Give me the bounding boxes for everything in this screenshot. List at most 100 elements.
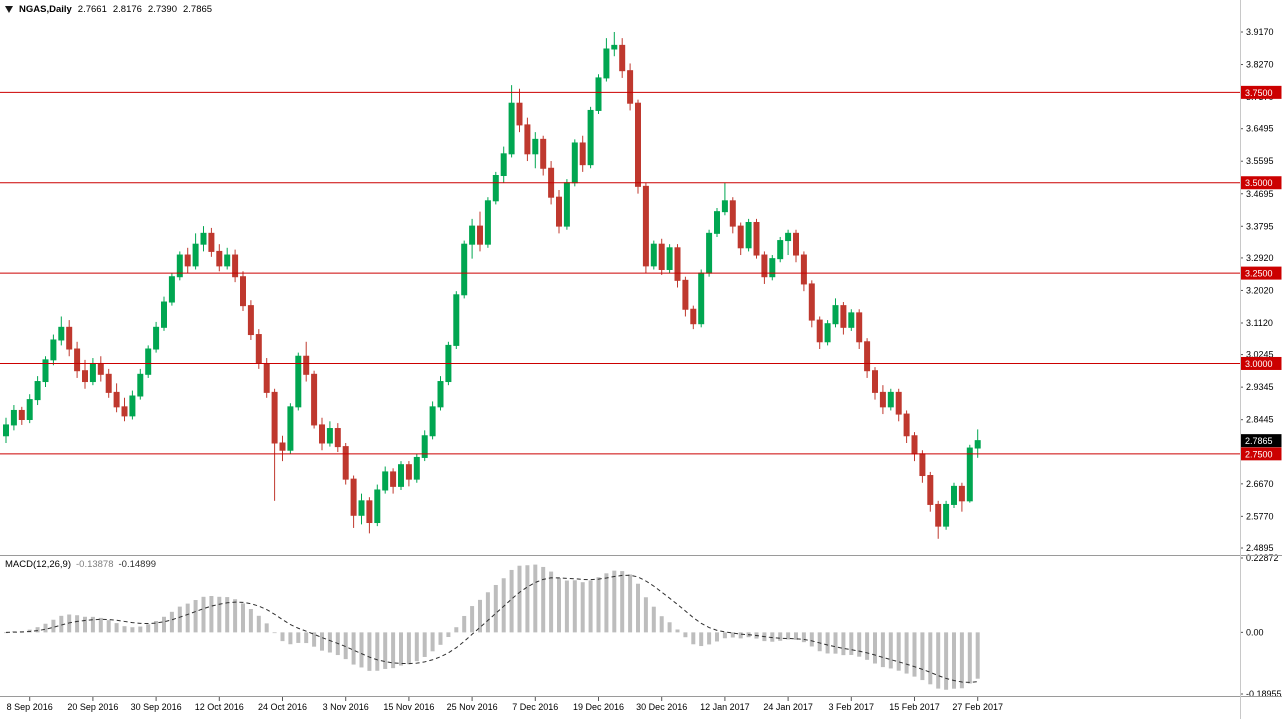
- macd-histogram-bar: [849, 632, 854, 655]
- price-level-badge: 2.7500: [1240, 447, 1282, 461]
- candle-body: [382, 471, 389, 491]
- time-axis[interactable]: 8 Sep 2016 20 Sep 2016 30 Sep 2016 12 Oct 2…: [7, 697, 1003, 712]
- candle-body: [429, 406, 436, 437]
- price-axis-label: 3.1120: [1246, 318, 1273, 328]
- macd-histogram-bar: [51, 619, 56, 633]
- macd-histogram-bar: [912, 632, 917, 677]
- macd-axis-label: -0.18955: [1246, 689, 1282, 699]
- candle-body: [453, 294, 460, 346]
- macd-histogram-bar: [359, 632, 364, 668]
- macd-histogram-bar: [320, 632, 324, 651]
- macd-histogram-bar: [707, 632, 712, 645]
- candle-body: [311, 373, 318, 426]
- macd-histogram-bar: [936, 632, 941, 689]
- macd-signal-value: -0.14899: [118, 559, 157, 570]
- macd-histogram-bar: [975, 632, 980, 679]
- candle-body: [350, 478, 357, 516]
- macd-histogram-bar: [825, 632, 830, 654]
- macd-histogram-bar: [217, 596, 222, 633]
- macd-histogram-bar: [470, 606, 475, 633]
- macd-histogram-bar: [651, 606, 656, 633]
- macd-histogram-bar: [659, 616, 664, 633]
- candle-body: [816, 319, 823, 343]
- macd-histogram-bar: [59, 615, 64, 633]
- macd-histogram-bar: [83, 616, 87, 633]
- macd-histogram-bar: [375, 632, 380, 671]
- price-pane[interactable]: [0, 32, 1240, 539]
- candle-body: [943, 503, 950, 527]
- time-axis-label: 3 Feb 2017: [829, 702, 875, 712]
- candle-body: [208, 232, 215, 252]
- candle-body: [358, 500, 365, 516]
- candle-body: [326, 428, 333, 444]
- time-axis-label: 25 Nov 2016: [447, 702, 498, 712]
- macd-histogram-bar: [857, 632, 862, 657]
- candle-body: [595, 77, 602, 111]
- macd-histogram-bar: [304, 632, 309, 644]
- macd-histogram-bar: [817, 632, 822, 652]
- svg-text:3.7500: 3.7500: [1245, 88, 1273, 98]
- macd-histogram-bar: [794, 632, 798, 640]
- macd-histogram-bar: [738, 632, 743, 639]
- macd-histogram-bar: [122, 626, 127, 633]
- macd-histogram-bar: [596, 577, 601, 633]
- macd-histogram-bar: [604, 573, 609, 633]
- price-axis-label: 3.9170: [1246, 27, 1274, 37]
- macd-histogram-bar: [722, 632, 727, 639]
- macd-histogram-bar: [43, 623, 48, 633]
- candle-body: [785, 232, 792, 242]
- candle-body: [603, 48, 610, 79]
- candle-body: [793, 232, 799, 256]
- macd-histogram-bar: [888, 632, 893, 669]
- price-axis-label: 2.8445: [1246, 415, 1274, 425]
- candle-body: [642, 185, 649, 267]
- svg-text:2.7500: 2.7500: [1245, 449, 1273, 459]
- candle-body: [82, 370, 88, 383]
- macd-histogram-bar: [241, 603, 245, 633]
- candle-body: [240, 276, 246, 307]
- macd-histogram-bar: [35, 627, 40, 633]
- macd-histogram-bar: [462, 615, 467, 633]
- macd-indicator-label: MACD(12,26,9) -0.13878 -0.14899: [5, 559, 156, 570]
- candle-body: [666, 247, 673, 270]
- candle-body: [698, 272, 705, 325]
- macd-histogram-bar: [351, 632, 356, 665]
- candle-body: [421, 435, 428, 458]
- macd-histogram-bar: [636, 583, 640, 633]
- macd-histogram-bar: [367, 632, 372, 671]
- macd-histogram-bar: [944, 632, 949, 690]
- ohlc-low: 2.7390: [147, 4, 177, 15]
- macd-histogram-bar: [75, 615, 80, 633]
- svg-text:2.7865: 2.7865: [1245, 436, 1273, 446]
- time-axis-label: 15 Nov 2016: [383, 702, 434, 712]
- candle-body: [247, 305, 254, 336]
- candle-body: [89, 362, 96, 383]
- macd-histogram-bar: [967, 632, 972, 684]
- price-axis-label: 3.4695: [1246, 189, 1274, 199]
- macd-histogram-bar: [952, 632, 956, 689]
- price-axis-label: 2.4895: [1246, 543, 1274, 553]
- macd-histogram-bar: [865, 632, 870, 660]
- candle-body: [168, 276, 175, 303]
- macd-histogram-bar: [406, 632, 411, 665]
- macd-histogram-bar: [715, 632, 719, 642]
- price-axis[interactable]: 3.91703.82703.73703.64953.55953.46953.37…: [1240, 27, 1282, 699]
- time-axis-label: 12 Oct 2016: [195, 702, 244, 712]
- candle-body: [398, 464, 404, 487]
- candle-body: [508, 102, 515, 155]
- candle-body: [279, 442, 286, 451]
- macd-main-value: -0.13878: [76, 559, 114, 570]
- candle-body: [66, 326, 73, 350]
- time-axis-label: 24 Oct 2016: [258, 702, 307, 712]
- macd-histogram-bar: [786, 632, 791, 640]
- macd-pane[interactable]: [4, 564, 980, 690]
- candle-body: [627, 70, 634, 104]
- ohlc-open: 2.7661: [77, 4, 107, 15]
- candle-body: [461, 243, 468, 296]
- candle-body: [714, 211, 720, 234]
- candle-body: [105, 373, 112, 393]
- macd-histogram-bar: [588, 580, 593, 633]
- candle-body: [374, 489, 381, 524]
- time-axis-label: 30 Sep 2016: [131, 702, 182, 712]
